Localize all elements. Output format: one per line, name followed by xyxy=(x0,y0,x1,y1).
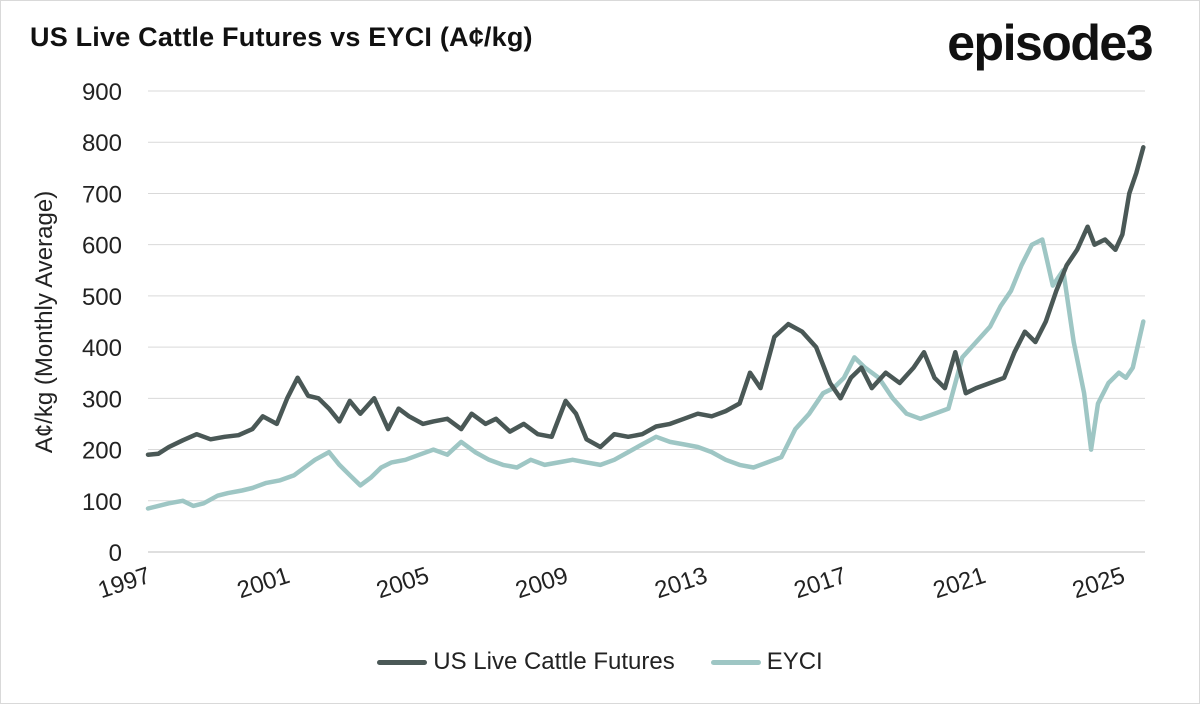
y-tick-label: 900 xyxy=(82,79,122,106)
y-tick-label: 200 xyxy=(82,438,122,465)
legend-swatch-eyci xyxy=(710,659,761,665)
legend: US Live Cattle Futures EYCI xyxy=(0,648,1200,676)
y-tick-label: 500 xyxy=(82,284,122,311)
y-tick-label: 0 xyxy=(109,540,122,567)
legend-swatch-futures xyxy=(377,659,428,665)
x-tick-label: 2017 xyxy=(791,562,850,604)
chart-title: US Live Cattle Futures vs EYCI (A¢/kg) xyxy=(30,22,533,52)
y-tick-label: 300 xyxy=(82,386,122,413)
y-tick-label: 100 xyxy=(82,489,122,516)
line-us-live-cattle-futures xyxy=(145,145,1146,457)
legend-item-futures: US Live Cattle Futures xyxy=(377,648,675,676)
y-tick-label: 400 xyxy=(82,335,122,362)
series-lines xyxy=(145,145,1146,511)
x-tick-label: 1997 xyxy=(95,562,154,604)
x-tick-label: 2001 xyxy=(234,562,293,604)
y-axis-ticks: 0 100 200 300 400 500 600 700 800 900 xyxy=(82,79,122,567)
y-axis-label: A¢/kg (Monthly Average) xyxy=(31,191,58,453)
gridlines xyxy=(148,90,1145,553)
x-tick-label: 2005 xyxy=(373,562,432,604)
x-tick-label: 2021 xyxy=(930,562,989,604)
x-tick-label: 2009 xyxy=(512,562,571,604)
x-tick-label: 2025 xyxy=(1069,562,1128,604)
legend-label-eyci: EYCI xyxy=(766,648,823,675)
y-tick-label: 700 xyxy=(82,181,122,208)
x-tick-label: 2013 xyxy=(652,562,711,604)
brand-logo: episode3 xyxy=(947,15,1153,71)
y-tick-label: 800 xyxy=(82,130,122,157)
line-eyci xyxy=(145,237,1146,511)
legend-label-futures: US Live Cattle Futures xyxy=(433,648,675,675)
x-axis-ticks: 1997 2001 2005 2009 2013 2017 2021 2025 xyxy=(95,562,1129,604)
y-tick-label: 600 xyxy=(82,233,122,260)
legend-item-eyci: EYCI xyxy=(710,648,823,676)
